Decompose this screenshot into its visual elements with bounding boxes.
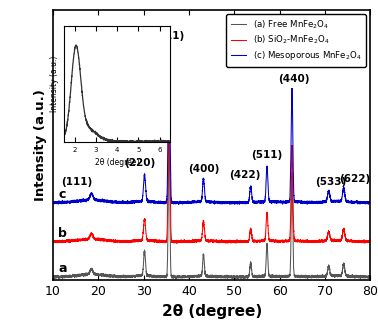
(c) Mesoporous MnFe$_2$O$_4$ — [253, 200, 257, 204]
Text: b: b — [58, 227, 67, 240]
Text: (533): (533) — [315, 177, 347, 187]
Text: a: a — [58, 262, 67, 275]
(a) Free MnFe$_2$O$_4$ — [239, 275, 243, 279]
(c) Mesoporous MnFe$_2$O$_4$ — [239, 201, 243, 205]
(c) Mesoporous MnFe$_2$O$_4$ — [167, 41, 171, 45]
(a) Free MnFe$_2$O$_4$ — [51, 275, 55, 279]
(c) Mesoporous MnFe$_2$O$_4$ — [368, 201, 373, 205]
(b) SiO$_2$-MnFe$_2$O$_4$ — [303, 239, 308, 243]
(c) Mesoporous MnFe$_2$O$_4$ — [67, 201, 71, 204]
(a) Free MnFe$_2$O$_4$ — [167, 125, 171, 128]
Text: (422): (422) — [229, 170, 261, 180]
X-axis label: 2θ (degree): 2θ (degree) — [95, 158, 139, 167]
(b) SiO$_2$-MnFe$_2$O$_4$ — [368, 240, 373, 244]
(b) SiO$_2$-MnFe$_2$O$_4$ — [67, 239, 71, 243]
Text: (622): (622) — [339, 174, 371, 184]
(c) Mesoporous MnFe$_2$O$_4$ — [166, 143, 170, 147]
Y-axis label: Intensity (a.u.): Intensity (a.u.) — [50, 55, 59, 112]
(b) SiO$_2$-MnFe$_2$O$_4$ — [166, 187, 170, 191]
(c) Mesoporous MnFe$_2$O$_4$ — [286, 200, 291, 204]
(b) SiO$_2$-MnFe$_2$O$_4$ — [253, 239, 257, 243]
Line: (a) Free MnFe$_2$O$_4$: (a) Free MnFe$_2$O$_4$ — [53, 127, 370, 279]
(a) Free MnFe$_2$O$_4$ — [174, 277, 178, 281]
(b) SiO$_2$-MnFe$_2$O$_4$ — [239, 241, 243, 244]
Text: (111): (111) — [61, 177, 93, 187]
(a) Free MnFe$_2$O$_4$ — [253, 276, 257, 279]
(c) Mesoporous MnFe$_2$O$_4$ — [176, 202, 181, 206]
(b) SiO$_2$-MnFe$_2$O$_4$ — [175, 241, 179, 245]
(c) Mesoporous MnFe$_2$O$_4$ — [303, 201, 308, 205]
Text: (400): (400) — [188, 164, 219, 174]
Line: (c) Mesoporous MnFe$_2$O$_4$: (c) Mesoporous MnFe$_2$O$_4$ — [53, 43, 370, 204]
Text: (311): (311) — [153, 31, 185, 41]
Line: (b) SiO$_2$-MnFe$_2$O$_4$: (b) SiO$_2$-MnFe$_2$O$_4$ — [53, 99, 370, 243]
Y-axis label: Intensity (a.u.): Intensity (a.u.) — [34, 89, 47, 201]
Text: (511): (511) — [251, 150, 283, 160]
(a) Free MnFe$_2$O$_4$ — [166, 233, 170, 237]
(b) SiO$_2$-MnFe$_2$O$_4$ — [51, 239, 55, 242]
(a) Free MnFe$_2$O$_4$ — [303, 275, 308, 279]
Legend: (a) Free MnFe$_2$O$_4$, (b) SiO$_2$-MnFe$_2$O$_4$, (c) Mesoporous MnFe$_2$O$_4$: (a) Free MnFe$_2$O$_4$, (b) SiO$_2$-MnFe… — [226, 14, 366, 67]
(b) SiO$_2$-MnFe$_2$O$_4$ — [167, 98, 171, 101]
(b) SiO$_2$-MnFe$_2$O$_4$ — [286, 239, 291, 243]
Text: (440): (440) — [279, 74, 310, 84]
X-axis label: 2θ (degree): 2θ (degree) — [161, 304, 262, 318]
Text: c: c — [58, 188, 66, 201]
Text: (220): (220) — [124, 158, 156, 168]
(a) Free MnFe$_2$O$_4$ — [368, 275, 373, 279]
(a) Free MnFe$_2$O$_4$ — [286, 274, 291, 278]
(a) Free MnFe$_2$O$_4$ — [67, 274, 71, 278]
(c) Mesoporous MnFe$_2$O$_4$ — [51, 201, 55, 205]
